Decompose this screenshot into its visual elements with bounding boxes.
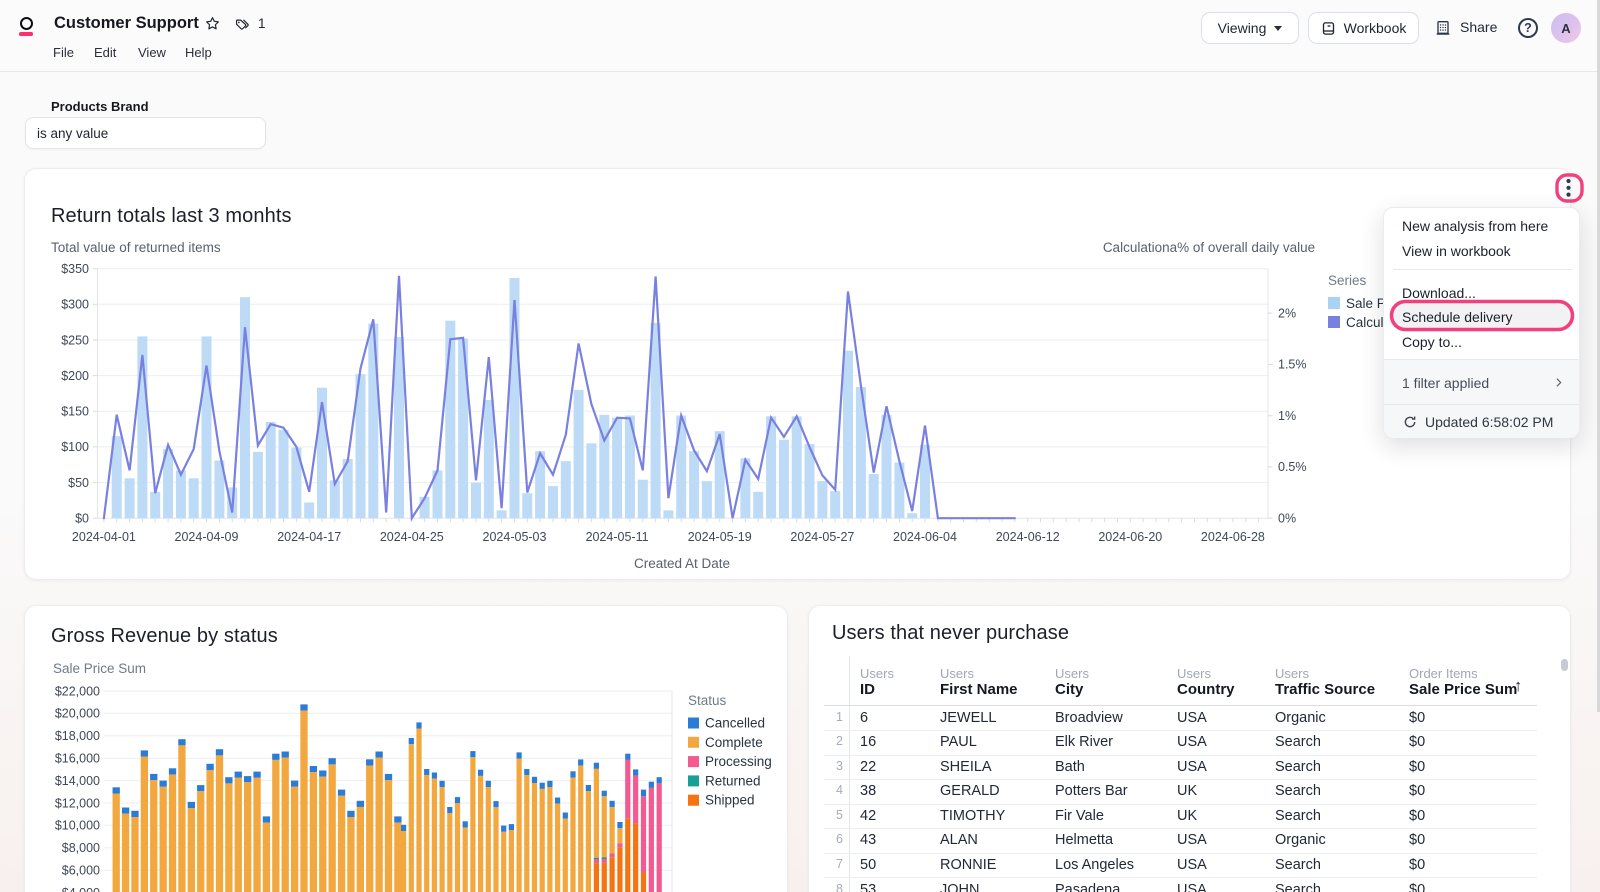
svg-text:2024-06-20: 2024-06-20 — [1098, 530, 1162, 544]
svg-text:$4,000: $4,000 — [62, 886, 100, 892]
svg-text:Processing: Processing — [705, 754, 772, 769]
svg-text:2024-04-17: 2024-04-17 — [277, 530, 341, 544]
svg-text:$20,000: $20,000 — [55, 707, 100, 721]
svg-text:1%: 1% — [1278, 409, 1296, 423]
svg-text:$200: $200 — [61, 369, 89, 383]
svg-text:$50: $50 — [68, 476, 89, 490]
svg-text:Status: Status — [688, 693, 727, 708]
svg-text:$100: $100 — [61, 440, 89, 454]
svg-text:1.5%: 1.5% — [1278, 358, 1307, 372]
svg-text:2024-04-01: 2024-04-01 — [72, 530, 136, 544]
svg-text:2024-05-11: 2024-05-11 — [586, 530, 649, 544]
svg-text:$18,000: $18,000 — [55, 729, 100, 743]
svg-text:Cancelled: Cancelled — [705, 716, 765, 731]
svg-text:2024-05-19: 2024-05-19 — [688, 530, 752, 544]
svg-text:$22,000: $22,000 — [55, 684, 100, 698]
svg-text:0%: 0% — [1278, 512, 1296, 526]
svg-text:$150: $150 — [61, 405, 89, 419]
svg-text:Created At Date: Created At Date — [634, 556, 730, 571]
svg-text:Sale Pri: Sale Pri — [1346, 296, 1393, 311]
svg-text:2024-05-27: 2024-05-27 — [790, 530, 854, 544]
svg-text:$300: $300 — [61, 298, 89, 312]
svg-text:2024-04-09: 2024-04-09 — [175, 530, 239, 544]
svg-text:Total value of returned items: Total value of returned items — [51, 240, 221, 255]
svg-text:0.5%: 0.5% — [1278, 460, 1307, 474]
svg-text:$250: $250 — [61, 333, 89, 347]
svg-text:2024-06-12: 2024-06-12 — [996, 530, 1060, 544]
svg-text:Calculat: Calculat — [1346, 315, 1395, 330]
svg-text:$6,000: $6,000 — [62, 864, 100, 878]
svg-text:Sale Price Sum: Sale Price Sum — [53, 661, 146, 676]
svg-text:$8,000: $8,000 — [62, 841, 100, 855]
svg-text:$16,000: $16,000 — [55, 752, 100, 766]
svg-text:Calculationa% of overall daily: Calculationa% of overall daily value — [1103, 240, 1315, 255]
svg-text:Complete: Complete — [705, 735, 763, 750]
svg-text:$10,000: $10,000 — [55, 819, 100, 833]
svg-text:2024-06-28: 2024-06-28 — [1201, 530, 1265, 544]
svg-text:Returned: Returned — [705, 773, 761, 788]
svg-text:Shipped: Shipped — [705, 793, 755, 808]
svg-text:2024-05-03: 2024-05-03 — [483, 530, 547, 544]
svg-text:$0: $0 — [75, 512, 89, 526]
svg-text:2%: 2% — [1278, 306, 1296, 320]
svg-text:$14,000: $14,000 — [55, 774, 100, 788]
svg-text:2024-04-25: 2024-04-25 — [380, 530, 444, 544]
svg-text:2024-06-04: 2024-06-04 — [893, 530, 957, 544]
svg-text:Gross Revenue by status: Gross Revenue by status — [51, 625, 278, 647]
svg-text:Return totals last 3 monhts: Return totals last 3 monhts — [51, 205, 292, 227]
svg-text:Series: Series — [1328, 273, 1367, 288]
svg-text:$350: $350 — [61, 262, 89, 276]
svg-text:$12,000: $12,000 — [55, 796, 100, 810]
